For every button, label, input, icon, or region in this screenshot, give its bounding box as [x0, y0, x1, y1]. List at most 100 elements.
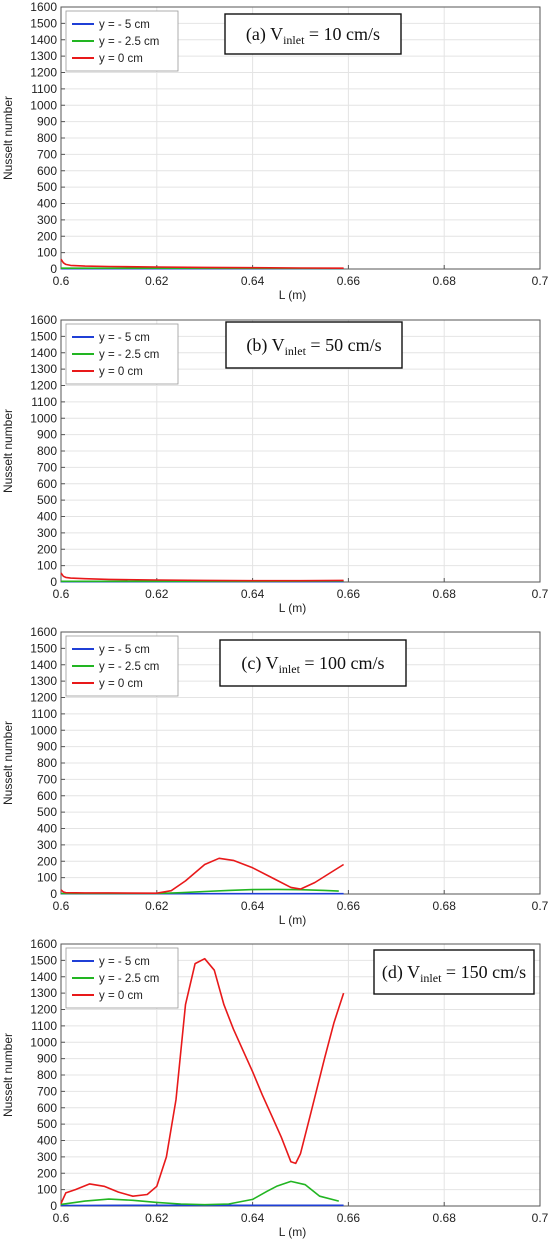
y-tick-label: 1500: [30, 16, 57, 30]
legend-label: y = - 5 cm: [99, 644, 150, 656]
y-axis-label: Nusselt number: [1, 409, 15, 493]
legend: y = - 5 cmy = - 2.5 cmy = 0 cm: [66, 636, 178, 696]
legend-label: y = - 5 cm: [99, 19, 150, 31]
y-tick-label: 600: [37, 477, 57, 491]
y-tick-label: 1600: [30, 937, 57, 951]
y-tick-label: 1300: [30, 49, 57, 63]
x-tick-label: 0.6: [53, 899, 70, 913]
x-tick-label: 0.64: [241, 1211, 265, 1225]
y-tick-label: 1000: [30, 1035, 57, 1049]
y-tick-label: 1200: [30, 691, 57, 705]
y-tick-label: 1000: [30, 98, 57, 112]
y-tick-label: 900: [37, 1052, 57, 1066]
y-tick-label: 500: [37, 1117, 57, 1131]
y-tick-label: 200: [37, 229, 57, 243]
x-tick-label: 0.68: [433, 274, 457, 288]
y-tick-label: 1100: [31, 1019, 57, 1033]
y-tick-label: 800: [37, 1068, 57, 1082]
y-tick-label: 1400: [30, 346, 57, 360]
y-tick-label: 600: [37, 789, 57, 803]
legend: y = - 5 cm y = - 2.5 cm y = 0 cm: [66, 324, 178, 384]
x-tick-label: 0.7: [532, 899, 549, 913]
y-tick-label: 400: [37, 197, 57, 211]
y-tick-label: 700: [37, 1084, 57, 1098]
y-tick-label: 1200: [30, 379, 57, 393]
x-tick-label: 0.66: [337, 587, 361, 601]
y-tick-label: 1200: [30, 1003, 57, 1017]
y-tick-label: 500: [37, 805, 57, 819]
y-tick-label: 900: [37, 428, 57, 442]
y-tick-label: 1100: [31, 82, 57, 96]
y-tick-label: 200: [37, 542, 57, 556]
y-tick-label: 700: [37, 147, 57, 161]
x-tick-label: 0.66: [337, 899, 361, 913]
x-axis-label: L (m): [279, 913, 307, 927]
y-tick-label: 200: [37, 854, 57, 868]
legend-label: y = 0 cm: [99, 53, 143, 65]
y-tick-label: 1600: [30, 313, 57, 327]
legend-label: y = - 5 cm: [99, 956, 150, 968]
y-tick-label: 700: [37, 460, 57, 474]
x-tick-label: 0.66: [337, 274, 361, 288]
y-tick-label: 1500: [30, 953, 57, 967]
y-tick-label: 1000: [30, 723, 57, 737]
y-tick-label: 100: [37, 246, 57, 260]
y-tick-label: 900: [37, 115, 57, 129]
x-axis-label: L (m): [279, 288, 307, 302]
y-tick-label: 100: [37, 1183, 57, 1197]
x-tick-label: 0.68: [433, 1211, 457, 1225]
x-tick-label: 0.68: [433, 587, 457, 601]
y-tick-label: 1100: [31, 707, 57, 721]
y-tick-label: 1300: [30, 674, 57, 688]
y-tick-label: 1400: [30, 33, 57, 47]
y-tick-label: 300: [37, 1150, 57, 1164]
legend-label: y = 0 cm: [99, 366, 143, 378]
legend-label: y = - 2.5 cm: [99, 661, 159, 673]
y-tick-label: 1600: [30, 0, 57, 14]
y-tick-label: 300: [37, 213, 57, 227]
y-tick-label: 1400: [30, 658, 57, 672]
y-axis-label: Nusselt number: [1, 96, 15, 180]
chart-svg: 0100200300400500600700800900100011001200…: [0, 625, 550, 935]
annotation-label: (b) Vinlet = 50 cm/s: [246, 335, 381, 358]
x-tick-label: 0.64: [241, 274, 265, 288]
legend: y = - 5 cm y = - 2.5 cm y = 0 cm: [66, 11, 178, 71]
legend-label: y = - 5 cm: [99, 332, 150, 344]
chart-svg: 0100200300400500600700800900100011001200…: [0, 313, 550, 623]
y-tick-label: 300: [37, 526, 57, 540]
chart-svg: 0100200300400500600700800900100011001200…: [0, 937, 550, 1247]
x-tick-label: 0.7: [532, 274, 549, 288]
y-tick-label: 1500: [30, 641, 57, 655]
y-tick-label: 1600: [30, 625, 57, 639]
y-tick-label: 1300: [30, 362, 57, 376]
y-tick-label: 400: [37, 1134, 57, 1148]
y-tick-label: 100: [37, 559, 57, 573]
y-axis-label: Nusselt number: [1, 721, 15, 805]
x-axis-label: L (m): [279, 601, 307, 615]
y-tick-label: 800: [37, 131, 57, 145]
legend-label: y = - 2.5 cm: [99, 36, 159, 48]
y-tick-label: 1500: [30, 329, 57, 343]
annotation-label: (a) Vinlet = 10 cm/s: [246, 24, 380, 47]
y-tick-label: 500: [37, 493, 57, 507]
chart-svg: 0100200300400500600700800900100011001200…: [0, 0, 550, 310]
x-tick-label: 0.68: [433, 899, 457, 913]
y-tick-label: 1100: [31, 395, 57, 409]
legend-label: y = 0 cm: [99, 990, 143, 1002]
y-tick-label: 600: [37, 164, 57, 178]
y-tick-label: 400: [37, 510, 57, 524]
x-tick-label: 0.7: [532, 587, 549, 601]
annotation-label: (d) Vinlet = 150 cm/s: [382, 962, 526, 985]
y-tick-label: 600: [37, 1101, 57, 1115]
y-tick-label: 100: [37, 871, 57, 885]
x-tick-label: 0.66: [337, 1211, 361, 1225]
annotation-label: (c) Vinlet = 100 cm/s: [241, 653, 384, 676]
legend: y = - 5 cmy = - 2.5 cmy = 0 cm: [66, 948, 178, 1008]
y-tick-label: 900: [37, 740, 57, 754]
x-tick-label: 0.62: [145, 899, 169, 913]
x-tick-label: 0.62: [145, 587, 169, 601]
legend-label: y = - 2.5 cm: [99, 349, 159, 361]
